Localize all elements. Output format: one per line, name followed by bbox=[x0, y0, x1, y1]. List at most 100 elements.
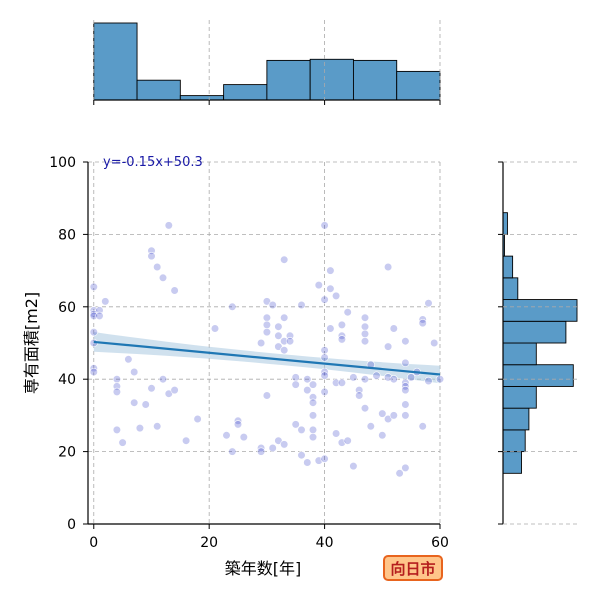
data-point bbox=[280, 440, 289, 449]
data-point bbox=[274, 322, 283, 331]
data-point bbox=[257, 447, 266, 456]
data-point bbox=[170, 386, 179, 395]
data-point bbox=[389, 375, 398, 384]
data-point bbox=[297, 300, 306, 310]
regression-equation: y=-0.15x+50.3 bbox=[103, 155, 203, 170]
data-point bbox=[280, 337, 289, 346]
data-point bbox=[378, 431, 387, 440]
data-point bbox=[303, 386, 312, 395]
data-point bbox=[326, 324, 335, 333]
data-point bbox=[360, 313, 370, 322]
data-point bbox=[320, 295, 329, 304]
data-point bbox=[262, 391, 272, 400]
y-tick-label: 40 bbox=[58, 372, 76, 388]
data-point bbox=[308, 425, 318, 435]
y-marginal-histogram bbox=[498, 161, 578, 525]
data-point bbox=[262, 313, 272, 322]
data-point bbox=[326, 284, 335, 293]
y-histogram-bar bbox=[502, 277, 519, 301]
data-point bbox=[291, 420, 300, 429]
data-point bbox=[164, 221, 173, 230]
main-grid bbox=[88, 161, 441, 525]
x-marginal-histogram bbox=[93, 20, 441, 105]
data-point bbox=[303, 458, 312, 467]
data-point bbox=[182, 436, 191, 445]
data-point bbox=[435, 375, 445, 384]
data-point bbox=[170, 286, 179, 295]
data-point bbox=[222, 431, 231, 440]
data-point bbox=[418, 422, 427, 431]
data-point bbox=[210, 324, 220, 333]
data-point bbox=[366, 422, 375, 431]
data-point bbox=[280, 346, 289, 355]
data-point bbox=[291, 373, 300, 382]
data-point bbox=[153, 422, 162, 431]
data-point bbox=[112, 387, 121, 397]
data-point bbox=[360, 329, 370, 339]
data-point bbox=[268, 443, 277, 453]
data-point bbox=[141, 400, 150, 409]
data-point bbox=[101, 297, 110, 306]
data-point bbox=[320, 371, 329, 380]
data-point bbox=[158, 273, 168, 282]
data-point bbox=[233, 420, 243, 429]
city-badge: 向日市 bbox=[383, 555, 443, 581]
data-point bbox=[401, 463, 410, 473]
data-point bbox=[193, 414, 202, 424]
y-histogram-bar bbox=[502, 342, 537, 366]
y-tick-label: 60 bbox=[58, 300, 76, 316]
y-histogram-bar bbox=[502, 299, 578, 322]
data-point bbox=[308, 433, 318, 442]
data-point bbox=[389, 324, 398, 333]
x-tick-label: 0 bbox=[89, 535, 98, 551]
x-tick-label: 60 bbox=[431, 535, 449, 551]
data-point bbox=[297, 425, 306, 435]
data-point bbox=[337, 378, 347, 387]
data-point bbox=[320, 454, 329, 463]
data-point bbox=[332, 378, 341, 387]
data-point bbox=[355, 391, 364, 400]
y-histogram-bar bbox=[502, 320, 567, 344]
data-point bbox=[418, 319, 427, 328]
data-point bbox=[274, 342, 283, 351]
data-point bbox=[332, 429, 341, 438]
x-tick-label: 40 bbox=[316, 535, 334, 551]
data-point bbox=[228, 447, 237, 456]
data-point bbox=[401, 400, 410, 409]
data-point bbox=[274, 331, 283, 340]
y-tick-label: 80 bbox=[58, 227, 76, 243]
y-tick-label: 0 bbox=[67, 517, 76, 533]
data-point bbox=[337, 320, 347, 330]
x-axis-label: 築年数[年] bbox=[225, 559, 302, 578]
data-point bbox=[308, 411, 318, 420]
main-axes bbox=[87, 162, 440, 525]
data-point bbox=[384, 342, 393, 351]
data-point bbox=[112, 375, 121, 384]
data-point bbox=[135, 424, 144, 433]
data-point bbox=[389, 411, 398, 420]
data-point bbox=[257, 338, 266, 348]
data-point bbox=[262, 320, 272, 330]
data-point bbox=[384, 262, 393, 272]
y-histogram-bar bbox=[502, 255, 514, 279]
data-point bbox=[320, 387, 329, 397]
data-point bbox=[424, 376, 433, 386]
data-point bbox=[401, 386, 410, 395]
y-axis-label: 専有面積[m2] bbox=[22, 292, 41, 394]
scatter-points bbox=[89, 221, 445, 478]
y-tick-label: 100 bbox=[49, 155, 76, 171]
data-point bbox=[262, 328, 272, 337]
y-histogram-bar bbox=[502, 212, 508, 235]
data-point bbox=[89, 328, 98, 337]
data-point bbox=[228, 302, 237, 311]
data-point bbox=[291, 380, 300, 389]
data-point bbox=[268, 300, 277, 310]
y-histogram-bar bbox=[502, 385, 537, 409]
regression-line bbox=[93, 340, 441, 376]
data-point bbox=[401, 337, 410, 346]
data-point bbox=[112, 425, 121, 435]
data-point bbox=[89, 282, 98, 292]
data-point bbox=[124, 355, 133, 364]
data-point bbox=[147, 384, 156, 393]
